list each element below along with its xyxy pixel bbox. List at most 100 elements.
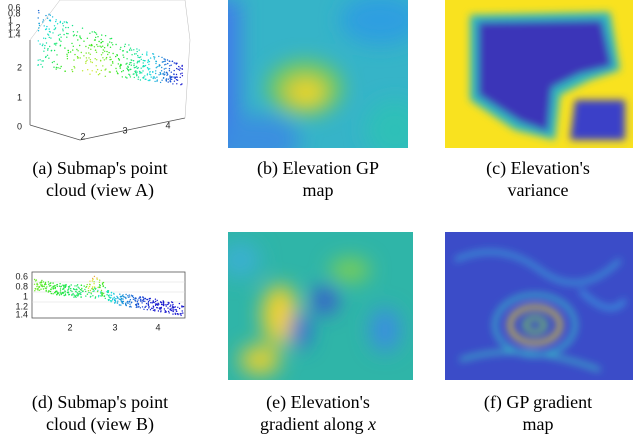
cloud-point	[179, 73, 182, 75]
cloud-point	[129, 76, 132, 78]
cloud-point	[100, 54, 103, 56]
cloud-point	[155, 70, 157, 72]
cloud-point	[73, 65, 75, 68]
cloud-point	[37, 289, 39, 291]
cloud-point	[166, 74, 168, 77]
cloud-point	[122, 70, 125, 72]
cloud-point	[120, 46, 122, 49]
cloud-point	[46, 17, 49, 19]
cloud-point	[71, 290, 73, 293]
cloud-point	[154, 309, 156, 311]
cloud-point	[121, 76, 124, 78]
cloud-point	[170, 304, 172, 306]
cloud-point	[137, 60, 139, 62]
cloud-point	[109, 38, 111, 40]
cloud-point	[151, 302, 153, 304]
cloud-point	[138, 56, 141, 59]
cloud-point	[140, 56, 142, 58]
cloud-point	[152, 53, 154, 55]
cloud-point	[93, 283, 95, 285]
cloud-point	[85, 290, 87, 293]
cloud-point	[43, 285, 45, 288]
cloud-point	[91, 61, 94, 64]
cloud-point	[111, 42, 113, 44]
cloud-point	[110, 301, 112, 303]
cloud-point	[175, 62, 177, 64]
cloud-point	[167, 307, 169, 309]
tick-label: 1.4	[8, 29, 21, 39]
cloud-point	[152, 307, 154, 309]
cloud-point	[163, 71, 166, 73]
cloud-point	[94, 287, 96, 289]
cloud-point	[103, 295, 105, 298]
cloud-point	[152, 77, 154, 80]
cloud-point	[99, 59, 102, 62]
cloud-point	[38, 286, 41, 288]
cloud-point	[66, 22, 69, 24]
cloud-point	[87, 290, 90, 292]
tick-label: 1.4	[15, 309, 28, 319]
cloud-point	[45, 42, 48, 44]
cloud-point	[173, 80, 176, 82]
cloud-point	[107, 43, 109, 45]
cloud-point	[97, 289, 99, 292]
cloud-point	[52, 293, 54, 295]
cloud-point	[79, 35, 81, 37]
cloud-point	[85, 57, 88, 59]
cloud-point	[88, 57, 90, 59]
cloud-point	[47, 33, 49, 35]
cloud-point	[163, 308, 166, 310]
cloud-point	[53, 28, 55, 31]
cloud-point	[47, 49, 49, 51]
cloud-point	[172, 313, 174, 315]
cloud-point	[148, 60, 151, 63]
cloud-point	[141, 296, 144, 298]
cloud-point	[169, 309, 172, 311]
cloud-point	[93, 46, 96, 48]
cloud-point	[76, 31, 79, 33]
cloud-point	[115, 55, 117, 58]
cloud-point	[94, 49, 97, 51]
cloud-point	[142, 300, 145, 302]
cloud-point	[88, 285, 91, 288]
cloud-point	[63, 291, 65, 294]
cloud-point	[135, 65, 138, 68]
cloud-point	[108, 299, 110, 301]
caption-math: x	[367, 414, 376, 434]
cloud-point	[71, 69, 73, 71]
cloud-point	[62, 30, 64, 32]
cloud-point	[128, 63, 131, 66]
cloud-point	[126, 51, 129, 53]
cloud-point	[67, 49, 69, 52]
cloud-point	[164, 304, 166, 306]
cloud-point	[169, 305, 171, 308]
cloud-point	[129, 47, 132, 49]
cloud-point	[132, 298, 135, 300]
tick-label: 1	[8, 15, 13, 25]
cloud-point	[33, 278, 36, 281]
cloud-point	[94, 58, 96, 60]
cloud-point	[110, 294, 113, 296]
cloud-point	[46, 25, 48, 28]
cloud-point	[137, 56, 139, 58]
cloud-point	[150, 302, 152, 304]
cloud-point	[144, 306, 146, 308]
cloud-point	[40, 63, 42, 66]
cloud-point	[149, 309, 152, 311]
cloud-point	[68, 293, 71, 296]
cloud-point	[103, 292, 105, 295]
cloud-point	[149, 57, 152, 59]
cloud-point	[152, 309, 155, 311]
cloud-point	[162, 302, 164, 304]
cloud-point	[162, 303, 165, 306]
cloud-point	[146, 51, 148, 53]
cloud-point	[166, 303, 168, 306]
cloud-point	[129, 296, 131, 298]
cloud-point	[135, 53, 137, 55]
cloud-point	[137, 299, 139, 301]
cloud-point	[146, 54, 148, 56]
cloud-point	[65, 21, 68, 23]
cloud-point	[103, 47, 106, 49]
cloud-point	[100, 42, 102, 44]
cloud-point	[92, 277, 94, 280]
